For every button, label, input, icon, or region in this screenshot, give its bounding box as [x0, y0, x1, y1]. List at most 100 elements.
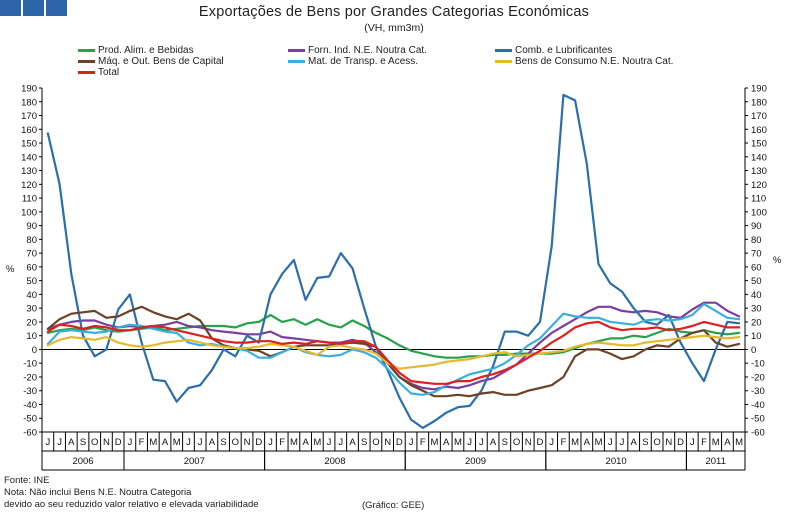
y-tick-label-right: -20	[751, 372, 765, 383]
legend-swatch	[78, 71, 95, 74]
x-tick-label: J	[268, 437, 273, 448]
y-tick-label-right: 90	[751, 221, 762, 232]
y-axis-label-right: %	[773, 255, 782, 266]
chart-subtitle: (VH, mm3m)	[364, 22, 424, 34]
x-tick-label: D	[677, 437, 684, 448]
x-tick-label: F	[420, 437, 426, 448]
y-tick-label-left: 30	[26, 304, 37, 315]
x-tick-label: F	[560, 437, 566, 448]
legend-swatch	[78, 60, 95, 63]
x-tick-label: S	[220, 437, 226, 448]
x-tick-label: N	[244, 437, 251, 448]
y-tick-label-left: 50	[26, 276, 37, 287]
x-tick-label: J	[690, 437, 695, 448]
credit-text: (Gráfico: GEE)	[362, 500, 425, 511]
x-tick-label: J	[608, 437, 613, 448]
y-tick-label-right: 80	[751, 235, 762, 246]
x-tick-label: S	[502, 437, 508, 448]
x-tick-label: A	[584, 437, 591, 448]
x-tick-label: J	[620, 437, 625, 448]
legend-item: Comb. e Lubrificantes	[495, 45, 612, 56]
y-axis-label-left: %	[6, 264, 15, 275]
x-tick-label: J	[479, 437, 484, 448]
x-year-label: 2010	[606, 456, 627, 467]
x-tick-label: J	[338, 437, 343, 448]
legend-swatch	[288, 49, 305, 52]
y-tick-label-right: 40	[751, 290, 762, 301]
series-line-4	[46, 305, 741, 398]
series-line-5	[46, 302, 741, 396]
x-tick-label: M	[313, 437, 321, 448]
note-text: Nota: Não inclui Bens N.E. Noutra Catego…	[4, 487, 192, 498]
x-tick-label: J	[186, 437, 191, 448]
y-tick-label-right: 110	[751, 194, 766, 205]
x-tick-label: D	[537, 437, 544, 448]
x-year-label: 2006	[72, 456, 93, 467]
y-tick-label-right: 50	[751, 276, 762, 287]
x-tick-label: J	[467, 437, 472, 448]
legend-label: Comb. e Lubrificantes	[515, 45, 613, 56]
x-tick-label: M	[735, 437, 743, 448]
x-tick-label: N	[103, 437, 110, 448]
y-tick-label-left: 180	[21, 97, 37, 108]
legend-swatch	[288, 60, 305, 63]
legend-item: Total	[78, 67, 119, 78]
x-tick-label: M	[290, 437, 298, 448]
y-tick-label-left: 80	[26, 235, 37, 246]
legend-item: Mat. de Transp. e Acess.	[288, 56, 418, 67]
y-tick-label-right: 10	[751, 331, 762, 342]
legend-item: Bens de Consumo N.E. Noutra Cat.	[495, 56, 673, 67]
y-tick-label-left: 90	[26, 221, 37, 232]
x-year-label: 2008	[324, 456, 345, 467]
x-tick-label: M	[149, 437, 157, 448]
y-tick-label-left: 70	[26, 249, 37, 260]
series-line-1	[46, 313, 741, 359]
x-tick-label: N	[384, 437, 391, 448]
x-year-label: 2011	[705, 456, 725, 467]
y-tick-label-left: -30	[23, 386, 37, 397]
x-tick-label: F	[701, 437, 707, 448]
series-line-7	[46, 320, 741, 385]
x-tick-label: D	[115, 437, 122, 448]
series-line-3	[46, 93, 741, 429]
y-tick-label-right: 100	[751, 207, 767, 218]
y-tick-label-right: -30	[751, 386, 765, 397]
x-year-label: 2009	[465, 456, 486, 467]
x-tick-label: M	[595, 437, 603, 448]
y-tick-label-right: 70	[751, 249, 762, 260]
x-tick-label: J	[409, 437, 414, 448]
y-tick-label-left: -20	[23, 372, 37, 383]
x-tick-label: A	[443, 437, 450, 448]
y-tick-label-right: 20	[751, 317, 762, 328]
x-tick-label: J	[549, 437, 554, 448]
y-tick-label-right: 30	[751, 304, 762, 315]
x-tick-label: O	[513, 437, 520, 448]
y-tick-label-right: 190	[751, 84, 767, 95]
y-tick-label-left: 110	[22, 194, 37, 205]
x-tick-label: S	[642, 437, 648, 448]
x-tick-label: M	[571, 437, 579, 448]
x-tick-label: O	[653, 437, 660, 448]
x-tick-label: S	[361, 437, 367, 448]
x-tick-label: A	[68, 437, 75, 448]
x-tick-label: M	[431, 437, 439, 448]
y-tick-label-left: 10	[26, 331, 37, 342]
x-tick-label: A	[162, 437, 169, 448]
logo-square-1	[0, 0, 21, 16]
x-tick-label: M	[454, 437, 462, 448]
y-tick-label-right: 140	[751, 152, 767, 163]
y-tick-label-left: -10	[23, 359, 37, 370]
logo-square-3	[46, 0, 67, 16]
legend-item: Prod. Alim. e Bebidas	[78, 45, 194, 56]
y-tick-label-left: 150	[21, 139, 37, 150]
y-tick-label-right: -50	[751, 414, 765, 425]
y-tick-label-left: -40	[23, 400, 37, 411]
y-tick-label-left: 130	[21, 166, 37, 177]
legend-label: Bens de Consumo N.E. Noutra Cat.	[515, 56, 674, 67]
y-tick-label-right: -60	[751, 428, 765, 439]
legend-label: Máq. e Out. Bens de Capital	[98, 56, 224, 67]
source-text: Fonte: INE	[4, 475, 50, 486]
x-tick-label: J	[57, 437, 62, 448]
legend-swatch	[495, 49, 512, 52]
